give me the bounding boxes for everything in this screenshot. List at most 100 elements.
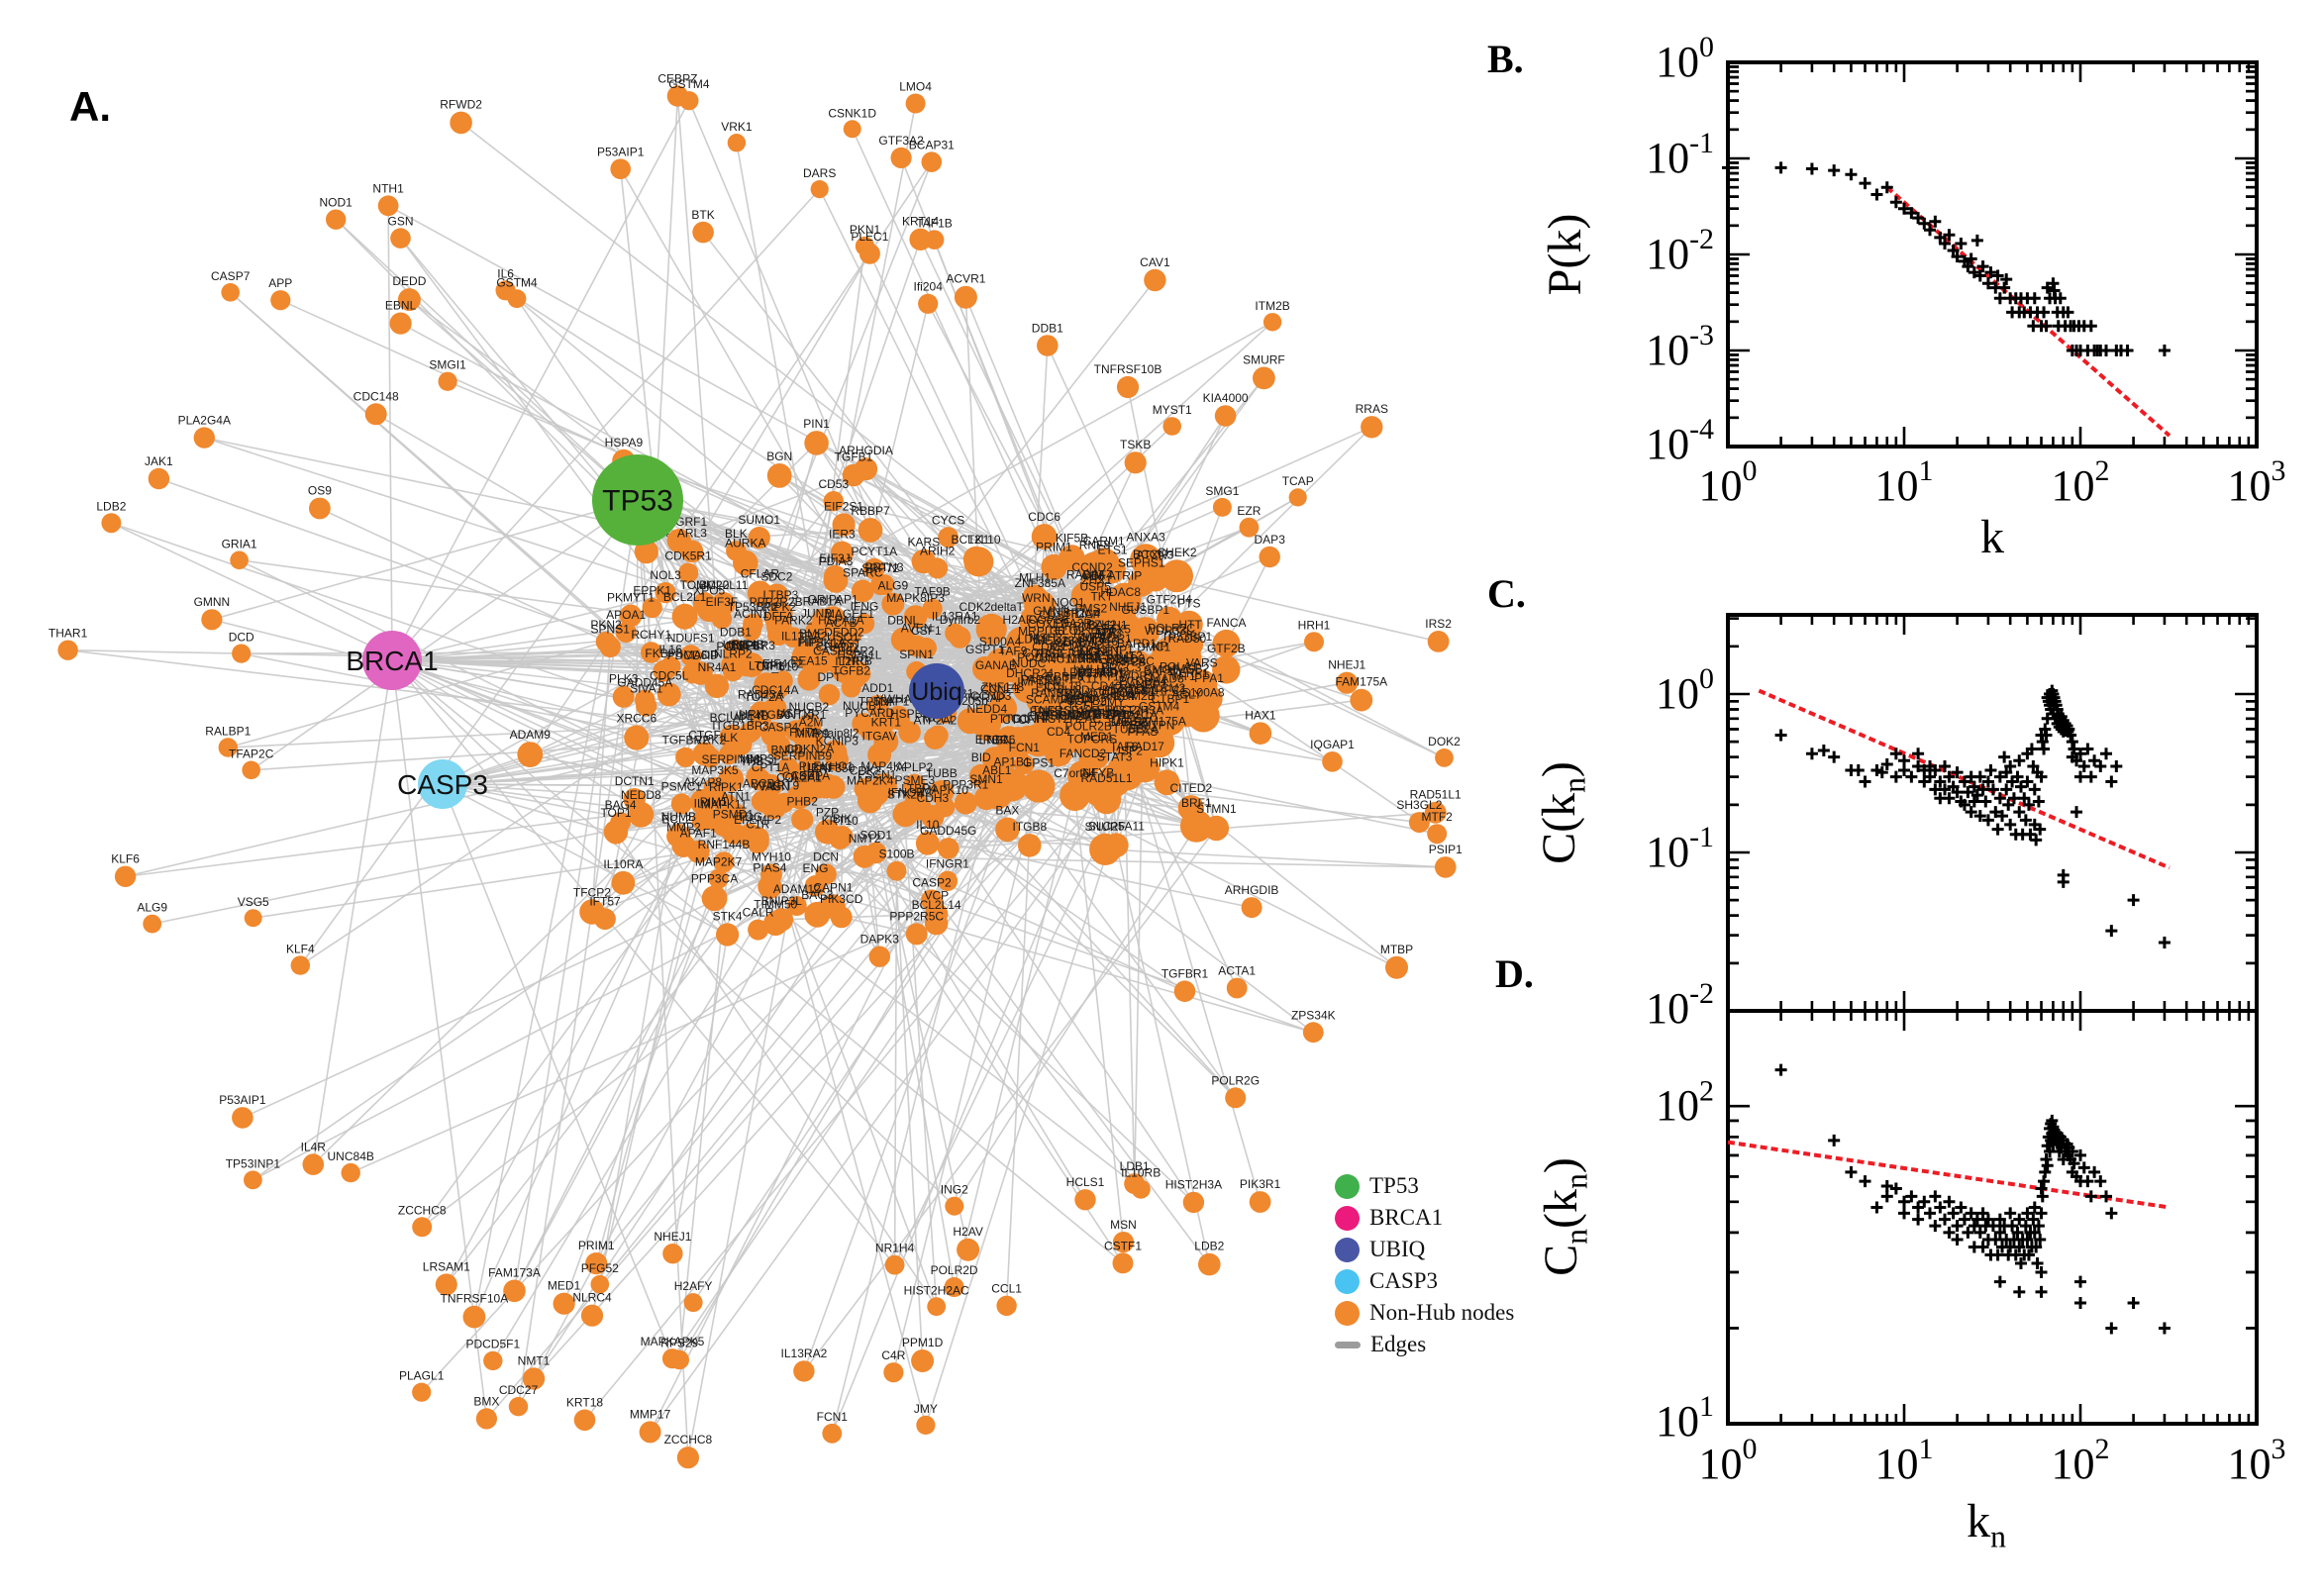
network-node bbox=[949, 626, 971, 648]
gene-label: EGR1 bbox=[1099, 632, 1132, 646]
gene-label: DFFA bbox=[763, 610, 794, 624]
gene-label: LCM2 bbox=[1154, 681, 1185, 695]
gene-label: ATRIP bbox=[1108, 569, 1142, 583]
gene-label: HYOU1 bbox=[1076, 706, 1118, 720]
gene-label: ARL3 bbox=[677, 527, 707, 541]
gene-label: FCN1 bbox=[817, 1410, 849, 1424]
tick-label: 102 bbox=[1656, 1074, 1714, 1130]
gene-label: APTX bbox=[1062, 692, 1093, 706]
network-node bbox=[797, 667, 821, 691]
gene-label: HIST2H2AC bbox=[1036, 712, 1101, 726]
network-node bbox=[1078, 746, 1106, 773]
gene-label: WNT2B bbox=[1105, 654, 1147, 668]
gene-label: CFLAR bbox=[741, 567, 780, 581]
gene-label: FAM175A bbox=[1335, 675, 1387, 689]
network-node bbox=[954, 791, 977, 815]
gene-label: KRT1 bbox=[871, 716, 902, 730]
gene-label: GTF2A1 bbox=[1082, 708, 1128, 722]
network-node bbox=[679, 645, 702, 666]
gene-label: AVEN bbox=[901, 622, 933, 636]
gene-label: GRIA1 bbox=[222, 538, 257, 551]
gene-label: HDAC8 bbox=[1100, 585, 1141, 599]
gene-label: ATM bbox=[1080, 569, 1104, 583]
gene-label: HRK bbox=[739, 708, 763, 722]
gene-label: A2M bbox=[799, 716, 824, 730]
legend-item-ubiq: UBIQ bbox=[1335, 1234, 1513, 1265]
gene-label: IRS2 bbox=[1425, 617, 1452, 631]
gene-label: CDK5R1 bbox=[664, 549, 712, 563]
gene-label: RAB4A bbox=[1066, 568, 1105, 582]
gene-label: PCDHA4 bbox=[1119, 674, 1167, 688]
gene-label: OS9 bbox=[308, 484, 332, 498]
tick-label: 10-4 bbox=[1646, 413, 1714, 468]
network-node bbox=[764, 583, 789, 608]
gene-label: APLP2 bbox=[896, 760, 934, 774]
network-node bbox=[483, 1350, 503, 1371]
gene-label: USO1 bbox=[827, 631, 859, 645]
network-node bbox=[1099, 556, 1126, 584]
network-node bbox=[825, 748, 849, 771]
network-node bbox=[763, 673, 790, 700]
gene-label: BCLAF1 bbox=[710, 711, 756, 725]
gene-label: AP1B1 bbox=[993, 754, 1031, 768]
gene-label: XPO5 bbox=[693, 584, 725, 598]
network-node bbox=[1226, 977, 1248, 999]
scatter-points bbox=[1722, 161, 2171, 356]
gene-label: DPT bbox=[818, 670, 843, 684]
legend-label: UBIQ bbox=[1369, 1237, 1426, 1261]
gene-label: RAD51L1 bbox=[1080, 771, 1132, 785]
gene-label: JAK1 bbox=[145, 454, 173, 468]
network-node bbox=[1225, 1087, 1247, 1109]
gene-label: MYH10 bbox=[752, 850, 791, 864]
gene-label: NUCB2 bbox=[789, 700, 830, 714]
gene-label: HIST2H3A bbox=[1165, 1178, 1222, 1192]
gene-label: FAM173A bbox=[488, 1266, 541, 1280]
legend-label: BRCA1 bbox=[1369, 1205, 1444, 1230]
gene-label: LDB2 bbox=[1063, 665, 1093, 679]
gene-label: COPS2 bbox=[1022, 646, 1062, 659]
network-node bbox=[751, 790, 773, 812]
gene-label: CDK2deltaT bbox=[960, 600, 1025, 614]
network-node bbox=[1361, 416, 1383, 439]
gene-label: RIPK1 bbox=[709, 780, 744, 794]
gene-label: PLEC1 bbox=[851, 230, 888, 244]
gene-label: NP bbox=[1152, 639, 1168, 652]
gene-label: MAPK10 bbox=[922, 783, 969, 797]
axis-label: kn​ bbox=[1967, 1495, 2006, 1554]
network-node bbox=[232, 644, 252, 663]
network-node bbox=[729, 732, 753, 756]
gene-label: TNFRSF10A bbox=[441, 1292, 509, 1306]
legend-item-non-hub-nodes: Non-Hub nodes bbox=[1335, 1297, 1514, 1329]
network-node bbox=[842, 463, 865, 487]
network-node bbox=[636, 695, 657, 717]
gene-label: NLRC4 bbox=[572, 1291, 612, 1305]
gene-label: CCL1 bbox=[991, 1282, 1022, 1296]
network-node bbox=[1131, 617, 1161, 647]
gene-label: EPHA3 bbox=[1063, 635, 1103, 648]
gene-label: H2AFY bbox=[674, 1279, 713, 1293]
network-node bbox=[1116, 375, 1140, 399]
network-node bbox=[1037, 335, 1059, 356]
gene-label: JUND bbox=[1059, 683, 1090, 697]
gene-label: TGFB1 bbox=[835, 450, 873, 464]
gene-label: EID1 bbox=[1036, 680, 1062, 694]
hub-label: CASP3 bbox=[397, 769, 488, 800]
node-swatch-icon bbox=[1335, 1173, 1360, 1199]
gene-label: PLK3 bbox=[609, 672, 639, 686]
network-node bbox=[1177, 632, 1204, 658]
gene-label: ZCCHC8 bbox=[1086, 686, 1135, 700]
gene-label: MTA2 bbox=[1082, 631, 1113, 645]
gene-label: BARD1 bbox=[1117, 637, 1157, 650]
gene-label: S100B bbox=[878, 848, 914, 861]
gene-label: BRE bbox=[1077, 650, 1102, 664]
gene-label: TAF9B bbox=[914, 585, 950, 599]
gene-label: MAPKAPK5 bbox=[641, 1335, 705, 1348]
network-node bbox=[517, 742, 544, 767]
tick-label: 10-1 bbox=[1646, 821, 1714, 876]
gene-label: NMT2 bbox=[849, 832, 881, 846]
network-node bbox=[1070, 581, 1101, 612]
gene-label: GSTM4 bbox=[496, 275, 538, 289]
gene-label: PFAS bbox=[1128, 725, 1159, 739]
tick-label: 102 bbox=[2052, 1433, 2110, 1488]
gene-label: Ifi204 bbox=[914, 280, 944, 294]
